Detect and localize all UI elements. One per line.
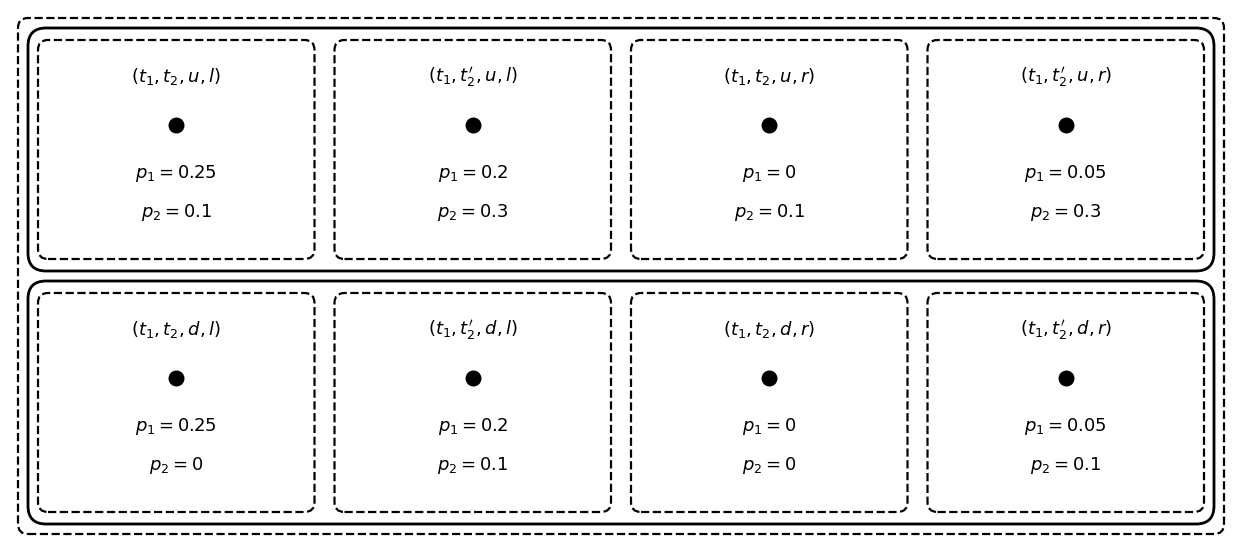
Point [166, 121, 186, 130]
Text: $p_1 = 0.05$: $p_1 = 0.05$ [1025, 416, 1107, 437]
Text: $p_2 = 0$: $p_2 = 0$ [149, 455, 204, 476]
Point [759, 121, 779, 130]
Text: $p_1 = 0.05$: $p_1 = 0.05$ [1025, 163, 1107, 184]
Text: $(t_1,t_2^{\prime},d,l)$: $(t_1,t_2^{\prime},d,l)$ [428, 317, 518, 342]
Text: $p_2 = 0.1$: $p_2 = 0.1$ [1031, 455, 1102, 476]
Point [463, 374, 483, 383]
Point [1056, 374, 1076, 383]
Text: $(t_1,t_2^{\prime},d,r)$: $(t_1,t_2^{\prime},d,r)$ [1020, 317, 1112, 342]
Text: $p_2 = 0$: $p_2 = 0$ [743, 455, 796, 476]
Point [1056, 121, 1076, 130]
Text: $p_1 = 0.25$: $p_1 = 0.25$ [135, 163, 217, 184]
Text: $(t_1,t_2^{\prime},u,l)$: $(t_1,t_2^{\prime},u,l)$ [428, 65, 518, 89]
Text: $p_1 = 0$: $p_1 = 0$ [743, 416, 796, 437]
Point [166, 374, 186, 383]
Text: $(t_1,t_2^{\prime},u,r)$: $(t_1,t_2^{\prime},u,r)$ [1020, 65, 1112, 89]
Point [759, 374, 779, 383]
Text: $p_1 = 0$: $p_1 = 0$ [743, 163, 796, 184]
Text: $(t_1,t_2,u,r)$: $(t_1,t_2,u,r)$ [723, 66, 815, 87]
Text: $p_2 = 0.3$: $p_2 = 0.3$ [1030, 202, 1102, 223]
Text: $p_2 = 0.1$: $p_2 = 0.1$ [734, 202, 805, 223]
Point [463, 121, 483, 130]
Text: $(t_1,t_2,d,l)$: $(t_1,t_2,d,l)$ [132, 319, 221, 340]
Text: $p_1 = 0.2$: $p_1 = 0.2$ [437, 163, 508, 184]
Text: $p_1 = 0.25$: $p_1 = 0.25$ [135, 416, 217, 437]
Text: $p_2 = 0.1$: $p_2 = 0.1$ [437, 455, 508, 476]
Text: $p_1 = 0.2$: $p_1 = 0.2$ [437, 416, 508, 437]
Text: $p_2 = 0.1$: $p_2 = 0.1$ [140, 202, 211, 223]
Text: $(t_1,t_2,d,r)$: $(t_1,t_2,d,r)$ [723, 319, 815, 340]
Text: $(t_1,t_2,u,l)$: $(t_1,t_2,u,l)$ [132, 66, 221, 87]
Text: $p_2 = 0.3$: $p_2 = 0.3$ [437, 202, 508, 223]
